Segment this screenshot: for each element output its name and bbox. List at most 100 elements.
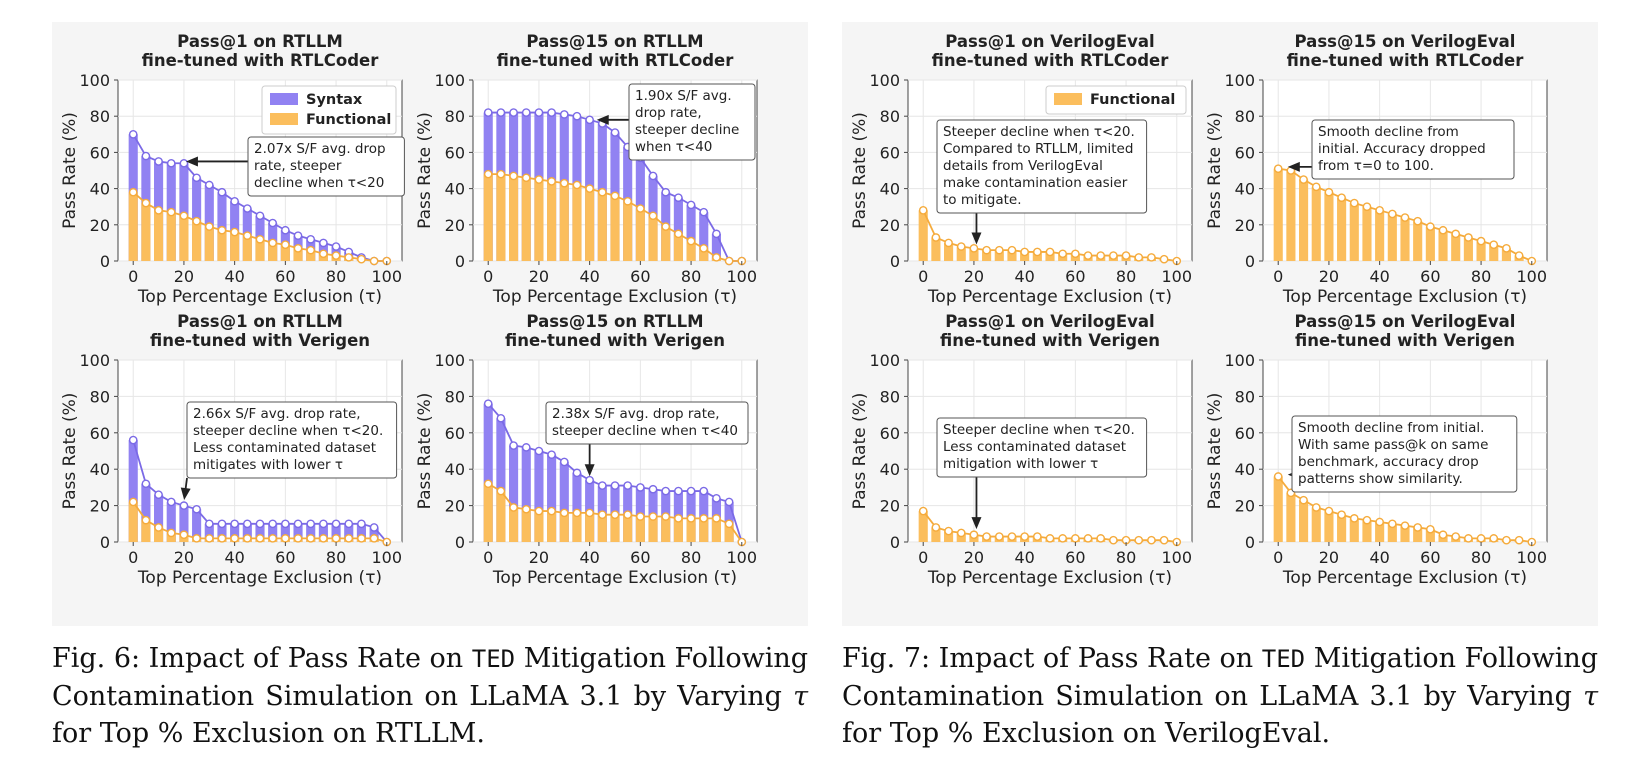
functional-point [956, 242, 966, 251]
caption-code: TED [471, 645, 516, 673]
functional-point [636, 204, 645, 213]
chart-title: Pass@15 on VerilogEval [1295, 312, 1516, 331]
functional-point [1159, 535, 1169, 545]
chart-title: Pass@15 on RTLLM [526, 32, 703, 51]
syntax-point [585, 115, 594, 125]
figure-7-caption: Fig. 7: Impact of Pass Rate on TED Mitig… [842, 643, 1599, 749]
x-tick-label: 0 [128, 548, 138, 567]
functional-point [661, 512, 671, 521]
syntax-point [521, 443, 531, 452]
functional-point [1045, 534, 1055, 543]
x-tick-label: 60 [1065, 267, 1085, 286]
y-tick-label: 0 [455, 533, 465, 552]
functional-point [306, 245, 316, 255]
functional-point [1071, 249, 1080, 259]
syntax-bar [217, 523, 227, 542]
syntax-point [192, 504, 201, 514]
functional-point [1159, 254, 1169, 264]
syntax-point [128, 435, 138, 445]
functional-point [331, 534, 341, 543]
functional-bar [1337, 197, 1347, 261]
functional-bar [496, 174, 506, 261]
syntax-bar [521, 447, 531, 542]
y-axis-label: Pass Rate (%) [415, 112, 435, 229]
functional-point [496, 486, 506, 496]
functional-point [1299, 495, 1308, 505]
functional-bar [141, 520, 151, 542]
annotation-box [936, 417, 1148, 478]
functional-point [1147, 253, 1156, 262]
functional-bar [686, 241, 696, 261]
functional-bar [509, 507, 519, 542]
syntax-point [509, 441, 518, 450]
functional-point [255, 234, 265, 244]
caption-symbol: τ [793, 681, 808, 712]
x-tick-label: 100 [1517, 267, 1548, 286]
chart-title: Pass@1 on VerilogEval [945, 312, 1154, 331]
x-tick-label: 0 [918, 267, 928, 286]
functional-bar [1032, 251, 1042, 261]
x-tick-label: 80 [1471, 548, 1491, 567]
functional-point [1083, 534, 1093, 543]
functional-bar [1324, 511, 1334, 542]
syntax-point [179, 158, 189, 168]
x-tick-label: 40 [579, 267, 599, 286]
functional-point [1514, 251, 1524, 260]
functional-bar [166, 212, 176, 261]
functional-point [547, 177, 556, 186]
functional-bar [128, 192, 138, 261]
functional-point [610, 510, 620, 520]
functional-point [1337, 510, 1346, 520]
functional-point [1045, 247, 1055, 257]
x-tick-label: 20 [174, 548, 194, 567]
functional-bar [918, 210, 928, 261]
functional-point [1020, 532, 1029, 541]
functional-point [1096, 251, 1106, 260]
functional-bar [1273, 168, 1283, 261]
y-tick-label: 60 [90, 424, 110, 443]
functional-point [699, 244, 709, 253]
functional-point [281, 534, 290, 543]
functional-bar [496, 491, 506, 542]
functional-point [686, 514, 696, 523]
annotation-arrowhead [1287, 161, 1300, 172]
syntax-point [255, 211, 265, 221]
functional-point [547, 506, 556, 516]
legend-swatch [270, 113, 298, 125]
syntax-point [154, 157, 163, 166]
functional-point [141, 198, 151, 208]
annotation-arrowhead [185, 156, 198, 167]
chart-title: Pass@1 on RTLLM [177, 32, 343, 51]
y-tick-label: 60 [445, 143, 465, 162]
chart-title: fine-tuned with Verigen [940, 331, 1160, 350]
functional-point [521, 504, 531, 514]
functional-bar [597, 514, 607, 542]
x-tick-label: 80 [1471, 267, 1491, 286]
y-tick-label: 60 [90, 143, 110, 162]
functional-bar [572, 184, 582, 261]
functional-bar [572, 512, 582, 542]
functional-bar [994, 250, 1004, 261]
syntax-point [712, 229, 721, 239]
functional-point [1464, 233, 1473, 242]
functional-bar [673, 518, 683, 542]
syntax-point [331, 519, 341, 529]
syntax-point [230, 196, 239, 206]
x-tick-label: 20 [174, 267, 194, 286]
y-tick-label: 20 [1235, 497, 1255, 516]
x-tick-label: 100 [372, 267, 403, 286]
annotation-text: 2.07x S/F avg. drop [254, 141, 386, 157]
syntax-point [598, 481, 607, 490]
functional-point [686, 236, 696, 246]
functional-point [956, 528, 966, 538]
syntax-point [534, 108, 544, 117]
syntax-bar [509, 445, 519, 542]
functional-point [1134, 535, 1144, 545]
y-tick-label: 100 [434, 351, 465, 370]
x-tick-label: 100 [1517, 548, 1548, 567]
syntax-point [610, 128, 620, 137]
y-tick-label: 60 [880, 424, 900, 443]
functional-bar [242, 235, 252, 261]
functional-point [1464, 534, 1473, 543]
